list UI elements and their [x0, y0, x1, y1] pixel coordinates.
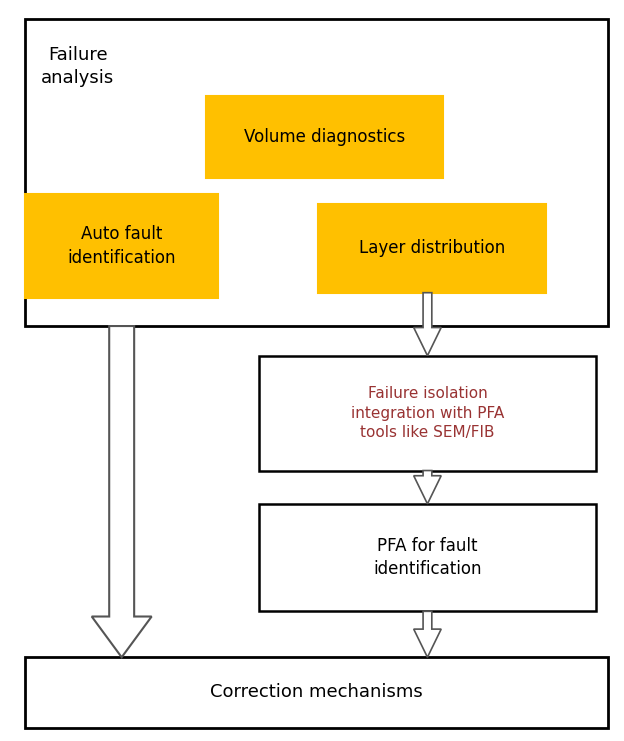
Polygon shape: [414, 471, 441, 504]
Text: Layer distribution: Layer distribution: [359, 239, 505, 257]
FancyBboxPatch shape: [25, 19, 608, 326]
Text: Auto fault
identification: Auto fault identification: [67, 225, 176, 267]
Polygon shape: [414, 611, 441, 657]
FancyBboxPatch shape: [206, 96, 443, 178]
FancyBboxPatch shape: [259, 504, 596, 611]
FancyBboxPatch shape: [259, 356, 596, 471]
Text: PFA for fault
identification: PFA for fault identification: [373, 536, 482, 579]
Text: Failure
analysis: Failure analysis: [41, 46, 115, 87]
Polygon shape: [414, 293, 441, 356]
Text: Failure isolation
integration with PFA
tools like SEM/FIB: Failure isolation integration with PFA t…: [351, 386, 504, 440]
FancyBboxPatch shape: [25, 657, 608, 728]
Text: Correction mechanisms: Correction mechanisms: [210, 683, 423, 702]
FancyBboxPatch shape: [318, 204, 546, 293]
FancyBboxPatch shape: [25, 194, 218, 298]
Text: Volume diagnostics: Volume diagnostics: [244, 128, 405, 146]
Polygon shape: [92, 326, 152, 657]
